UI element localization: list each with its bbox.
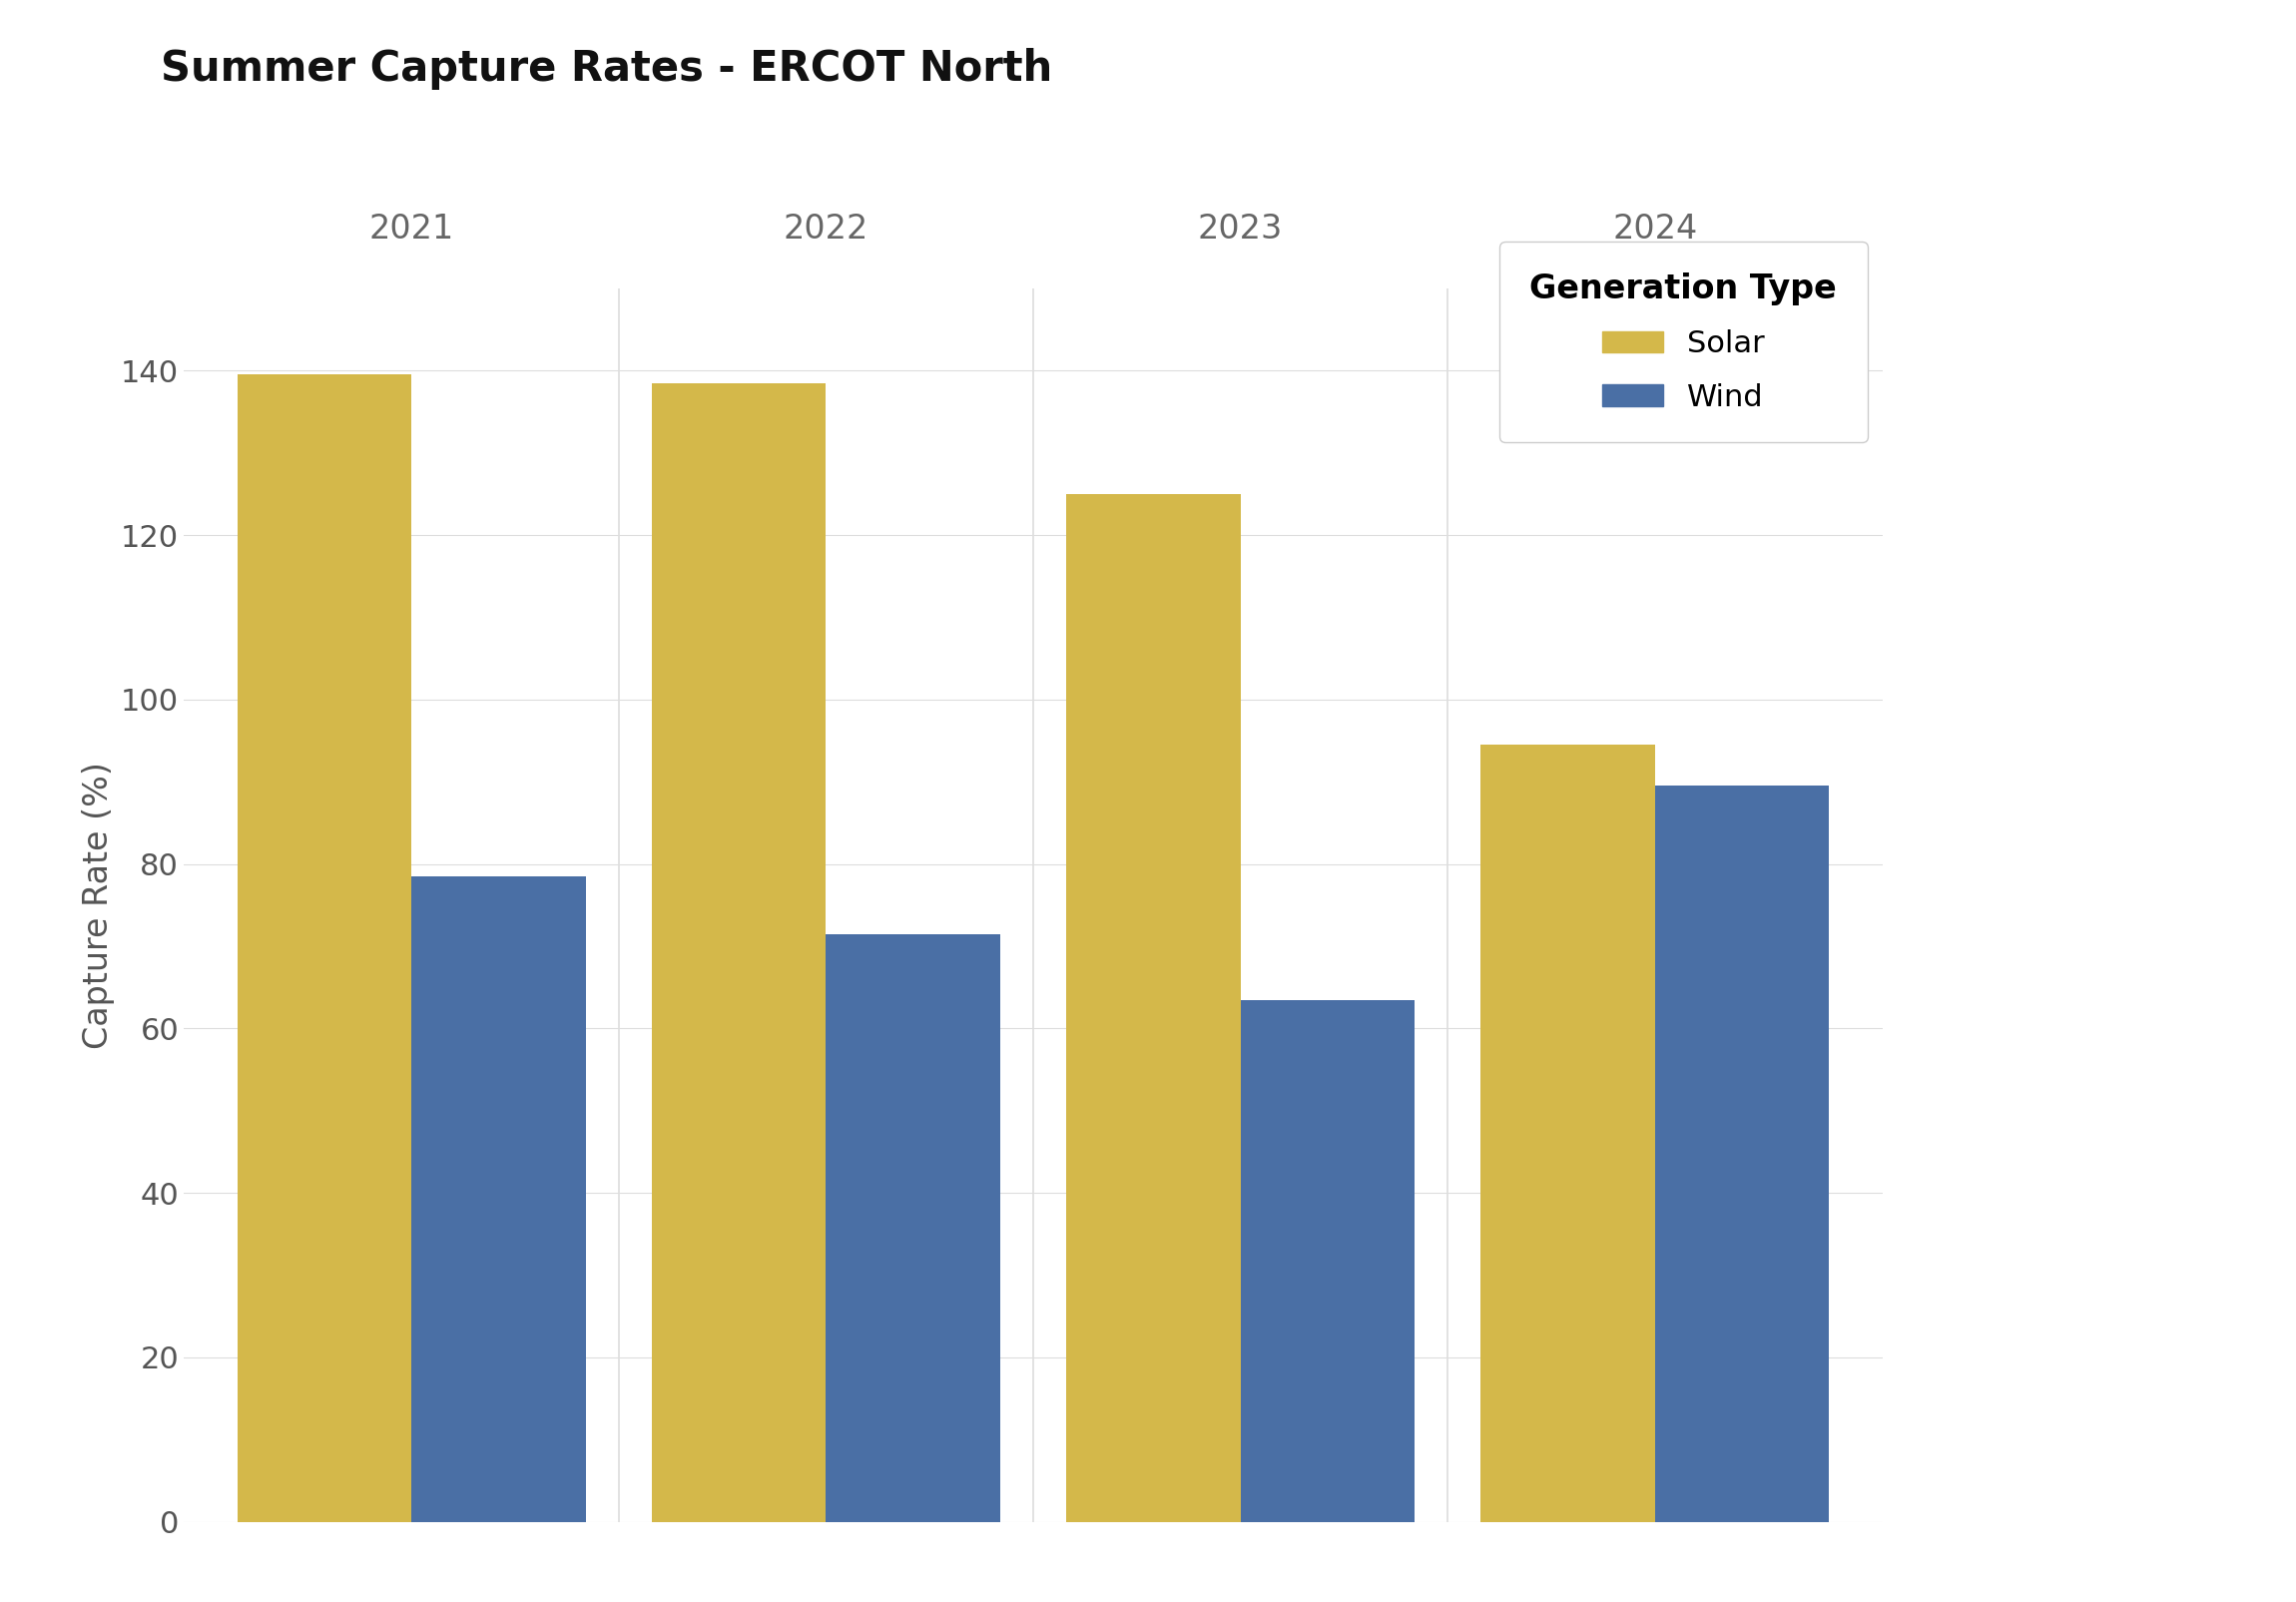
Bar [652, 383, 827, 1522]
Text: 2021: 2021 [370, 211, 455, 245]
Bar [1481, 745, 1655, 1522]
Y-axis label: Capture Rate (%): Capture Rate (%) [83, 761, 115, 1049]
Bar [1065, 493, 1240, 1522]
Text: 2024: 2024 [1612, 211, 1697, 245]
Text: 2023: 2023 [1199, 211, 1283, 245]
Bar [827, 934, 1001, 1522]
Bar [1240, 1000, 1414, 1522]
Bar [236, 375, 411, 1522]
Bar [411, 876, 585, 1522]
Text: 2022: 2022 [783, 211, 868, 245]
Legend: Solar, Wind: Solar, Wind [1499, 242, 1867, 442]
Bar [1655, 787, 1830, 1522]
Text: Summer Capture Rates - ERCOT North: Summer Capture Rates - ERCOT North [161, 48, 1052, 90]
